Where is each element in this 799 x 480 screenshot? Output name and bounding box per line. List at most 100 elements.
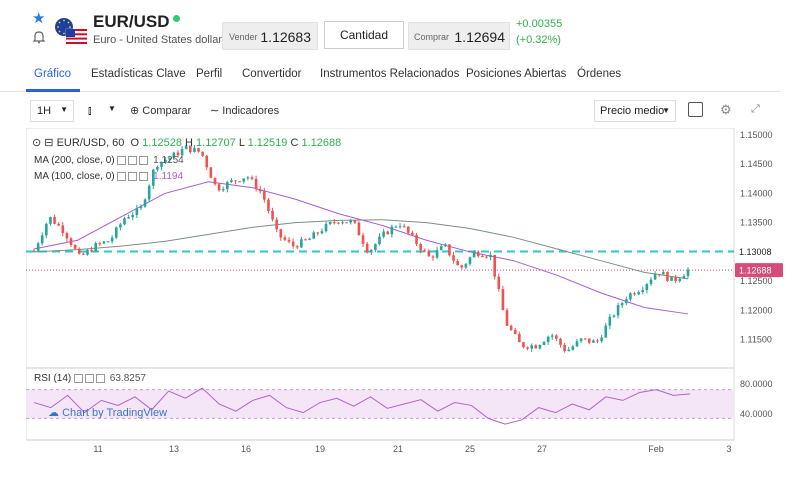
x-tick-label: 27 xyxy=(537,444,547,454)
price-chart[interactable]: 1.150001.145001.140001.135001.130001.125… xyxy=(25,127,786,460)
candle-body xyxy=(522,342,525,348)
candle-body xyxy=(291,241,295,247)
sell-button[interactable]: Vender 1.12683 xyxy=(222,22,318,50)
toggle-checkbox[interactable] xyxy=(688,102,703,117)
candle-body xyxy=(254,178,258,190)
candle-body xyxy=(583,338,587,340)
candle-body xyxy=(147,185,151,200)
sell-label: Vender xyxy=(229,32,258,42)
high-value: 1.12707 xyxy=(196,137,236,149)
candle-body xyxy=(357,222,361,236)
candle-body xyxy=(176,152,180,156)
candle-body xyxy=(242,178,246,182)
tab-posiciones-abiertas[interactable]: Posiciones Abiertas xyxy=(466,68,567,80)
candle-body xyxy=(439,246,443,251)
x-tick-label: 13 xyxy=(169,444,179,454)
buy-button[interactable]: Comprar 1.12694 xyxy=(408,22,510,50)
close-icon[interactable] xyxy=(139,155,149,165)
close-icon[interactable] xyxy=(139,171,149,181)
candle-body xyxy=(616,305,620,316)
close-icon[interactable] xyxy=(96,373,106,383)
candle-body xyxy=(497,276,501,290)
candle-body xyxy=(341,222,344,224)
candle-body xyxy=(460,265,464,268)
tab-grafico[interactable]: Gráfico xyxy=(34,68,72,80)
tab-ordenes[interactable]: Órdenes xyxy=(577,68,622,80)
fullscreen-icon[interactable]: ⤢ xyxy=(751,103,760,115)
favorite-star-icon[interactable]: ★ xyxy=(32,10,46,27)
price-mode-select[interactable]: Precio medio ▼ xyxy=(594,100,676,122)
candle-body xyxy=(662,272,665,275)
settings-icon[interactable] xyxy=(128,155,138,165)
candle-body xyxy=(267,199,270,212)
candle-body xyxy=(250,177,254,179)
candle-body xyxy=(139,206,143,209)
candle-body xyxy=(592,340,595,343)
chevron-down-icon: ▼ xyxy=(662,106,670,115)
rsi-line xyxy=(33,387,691,425)
candle-body xyxy=(102,241,106,244)
candle-body xyxy=(653,274,657,280)
alert-bell-icon[interactable] xyxy=(32,30,46,44)
chart-toolbar: 1H ▼ ⫾ ▼ ⊕ Comparar ∼ Indicadores Precio… xyxy=(0,96,780,126)
indicators-button[interactable]: ∼ Indicadores xyxy=(210,104,279,117)
candle-body xyxy=(550,335,554,337)
candle-body xyxy=(645,283,649,291)
candle-body xyxy=(608,316,612,326)
candle-body xyxy=(32,250,36,252)
candle-body xyxy=(300,239,303,248)
candle-body xyxy=(271,211,274,220)
tab-perfil[interactable]: Perfil xyxy=(196,68,223,80)
tab-convertidor[interactable]: Convertidor xyxy=(242,68,302,80)
candle-body xyxy=(320,231,324,234)
price-change-absolute: +0.00355 xyxy=(516,18,563,30)
tradingview-watermark[interactable]: ☁ Chart by TradingView xyxy=(48,406,167,419)
quantity-input[interactable]: Cantidad xyxy=(324,21,404,49)
settings-icon[interactable] xyxy=(128,171,138,181)
candle-body xyxy=(94,243,97,252)
candle-body xyxy=(205,155,209,168)
y-tick-label: 1.13500 xyxy=(740,218,773,228)
eye-icon[interactable] xyxy=(117,171,127,181)
candle-body xyxy=(485,256,488,258)
collapse-icon[interactable]: ⊙ ⊟ xyxy=(32,137,54,149)
candle-body xyxy=(345,222,348,224)
eye-icon[interactable] xyxy=(117,155,127,165)
buy-price: 1.12694 xyxy=(454,29,505,45)
candle-body xyxy=(625,299,628,304)
eye-icon[interactable] xyxy=(74,373,84,383)
settings-icon[interactable] xyxy=(85,373,95,383)
candle-body xyxy=(127,217,130,219)
candle-body xyxy=(423,250,427,252)
candle-body xyxy=(534,345,538,349)
candle-body xyxy=(156,166,159,170)
candle-body xyxy=(444,244,447,247)
candle-body xyxy=(295,246,299,248)
candle-body xyxy=(312,232,315,239)
candle-body xyxy=(135,208,139,215)
candle-body xyxy=(168,157,172,160)
legend-rsi: RSI (14) 63.8257 xyxy=(34,373,146,384)
candle-body xyxy=(374,244,377,250)
candle-body xyxy=(419,244,422,251)
settings-gear-icon[interactable]: ⚙ xyxy=(720,102,732,117)
candle-body xyxy=(468,257,472,264)
high-label: H xyxy=(185,137,193,149)
candle-type-icon[interactable]: ⫾ xyxy=(88,105,92,117)
candle-body xyxy=(452,255,455,261)
candle-body xyxy=(131,214,135,218)
candle-body xyxy=(612,315,616,317)
indicators-label: Indicadores xyxy=(222,105,280,117)
interval-select[interactable]: 1H ▼ xyxy=(30,100,74,122)
tab-estadisticas-clave[interactable]: Estadísticas Clave xyxy=(91,68,186,80)
chevron-down-icon[interactable]: ▼ xyxy=(108,104,116,113)
chevron-down-icon: ▼ xyxy=(60,105,68,114)
chart-canvas[interactable]: 1.150001.145001.140001.135001.130001.125… xyxy=(25,127,786,460)
compare-button[interactable]: ⊕ Comparar xyxy=(130,104,191,117)
candle-body xyxy=(114,227,118,238)
candle-body xyxy=(53,216,56,224)
tab-instrumentos-relacionados[interactable]: Instrumentos Relacionados xyxy=(320,68,460,80)
y-tick-label: 1.14500 xyxy=(740,159,773,169)
candle-body xyxy=(180,149,184,156)
ma200-label: MA (200, close, 0) xyxy=(34,155,115,166)
